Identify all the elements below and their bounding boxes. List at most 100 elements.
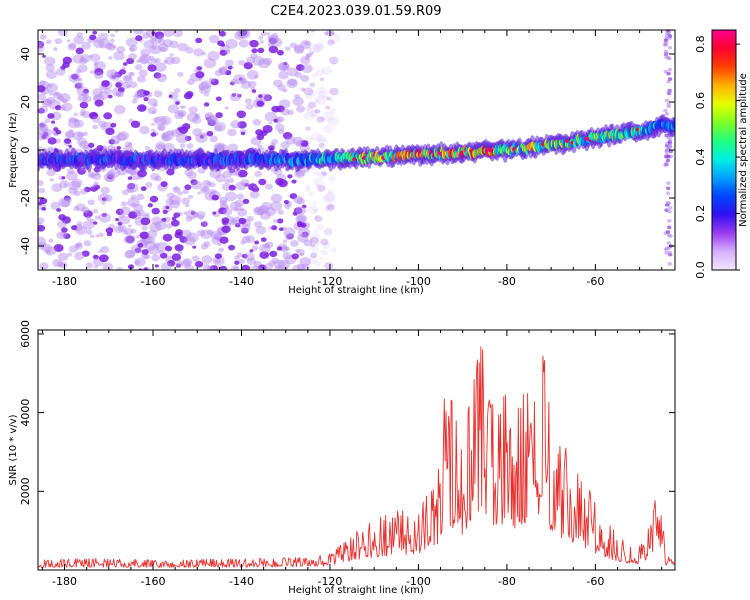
noise-speckle — [215, 112, 223, 119]
noise-speckle — [219, 196, 228, 204]
noise-speckle — [41, 98, 53, 107]
noise-speckle — [312, 170, 319, 176]
noise-speckle — [184, 135, 192, 142]
noise-speckle — [195, 37, 203, 44]
noise-speckle — [183, 211, 188, 215]
noise-speckle — [134, 90, 145, 99]
noise-speckle — [79, 140, 90, 150]
spectrogram-x-tick-label: -140 — [229, 275, 254, 288]
snr-y-tick-label: 2000 — [19, 477, 32, 505]
noise-speckle — [203, 241, 211, 247]
noise-speckle — [101, 197, 107, 201]
noise-speckle — [243, 62, 253, 70]
noise-speckle — [63, 195, 71, 201]
noise-speckle — [265, 32, 271, 36]
noise-speckle — [105, 227, 114, 234]
noise-speckle — [318, 143, 325, 149]
noise-speckle — [239, 78, 248, 85]
noise-speckle — [262, 124, 273, 133]
noise-speckle — [172, 186, 181, 193]
noise-speckle — [299, 252, 305, 257]
noise-speckle — [292, 136, 304, 146]
noise-speckle — [282, 88, 288, 93]
snr-x-tick-label: -120 — [317, 575, 342, 588]
noise-speckle — [98, 38, 111, 49]
noise-speckle — [121, 189, 130, 196]
noise-speckle — [169, 199, 181, 209]
noise-speckle — [48, 238, 54, 243]
noise-speckle — [153, 72, 162, 79]
noise-speckle — [147, 106, 158, 115]
noise-speckle — [329, 98, 334, 102]
noise-speckle — [143, 97, 149, 102]
noise-speckle — [137, 242, 144, 248]
noise-speckle — [134, 64, 143, 71]
noise-speckle — [89, 70, 95, 74]
noise-speckle — [85, 215, 92, 221]
snr-x-tick-label: -160 — [141, 575, 166, 588]
noise-speckle — [263, 94, 272, 102]
noise-speckle — [251, 186, 260, 193]
noise-speckle — [57, 30, 68, 37]
snr-x-axis-label: Height of straight line (km) — [288, 585, 424, 596]
noise-speckle — [90, 234, 95, 239]
noise-speckle — [173, 212, 181, 218]
noise-speckle — [306, 107, 313, 114]
noise-speckle — [300, 56, 311, 65]
noise-speckle — [137, 169, 147, 178]
noise-speckle — [307, 205, 318, 215]
noise-speckle — [141, 249, 149, 255]
noise-speckle — [179, 105, 184, 109]
noise-speckle — [131, 98, 138, 104]
noise-speckle — [143, 267, 148, 270]
noise-speckle — [224, 106, 229, 110]
noise-speckle — [221, 217, 230, 224]
noise-speckle — [300, 140, 309, 147]
noise-speckle — [63, 183, 68, 187]
noise-speckle — [53, 47, 58, 51]
noise-speckle — [64, 130, 75, 139]
noise-speckle — [230, 265, 240, 270]
noise-speckle — [104, 87, 112, 95]
noise-speckle — [254, 170, 263, 177]
noise-speckle — [199, 88, 207, 94]
noise-speckle — [122, 230, 128, 235]
noise-speckle — [200, 243, 209, 250]
noise-speckle — [46, 96, 56, 104]
noise-speckle — [56, 231, 67, 240]
noise-speckle — [314, 240, 320, 246]
noise-speckle — [237, 169, 248, 178]
noise-speckle — [301, 64, 313, 74]
noise-speckle — [268, 121, 273, 125]
noise-speckle — [175, 263, 182, 268]
noise-speckle — [39, 197, 48, 205]
noise-speckle — [314, 94, 328, 105]
noise-speckle — [125, 250, 136, 259]
noise-speckle — [325, 105, 331, 110]
noise-speckle — [214, 69, 223, 77]
noise-speckle — [103, 112, 113, 120]
noise-speckle — [92, 30, 98, 35]
noise-speckle — [123, 75, 133, 84]
noise-speckle — [331, 61, 336, 65]
noise-speckle — [291, 253, 299, 260]
noise-speckle — [211, 194, 219, 201]
noise-speckle — [269, 201, 283, 212]
noise-speckle — [98, 90, 110, 100]
spectrogram-heatmap — [38, 30, 675, 270]
spectrogram-x-tick-label: -160 — [141, 275, 166, 288]
noise-speckle — [38, 187, 46, 194]
snr-y-tick-label: 6000 — [19, 320, 32, 348]
noise-speckle — [268, 260, 276, 266]
noise-speckle — [80, 188, 88, 195]
noise-speckle — [151, 216, 163, 226]
noise-speckle — [304, 41, 310, 46]
noise-speckle — [300, 40, 312, 49]
noise-speckle — [290, 239, 299, 247]
band-blob — [672, 120, 675, 129]
noise-speckle — [667, 67, 673, 72]
noise-speckle — [260, 237, 267, 242]
noise-speckle — [150, 122, 156, 126]
noise-speckle — [230, 78, 239, 85]
snr-y-axis-label: SNR (10 * v/v) — [8, 414, 19, 485]
